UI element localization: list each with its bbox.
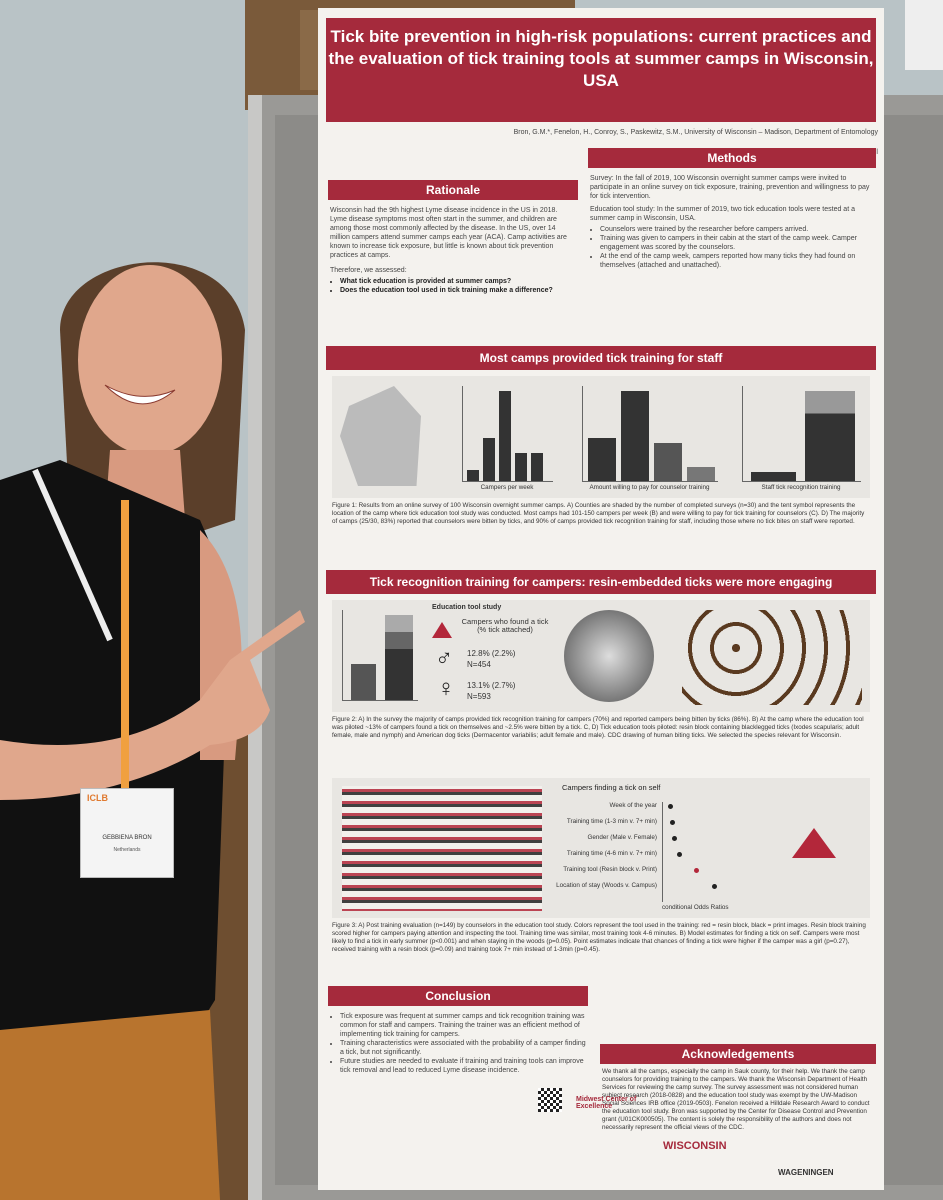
smile [104, 384, 176, 405]
factor: Location of stay (Woods v. Campus) [556, 882, 657, 889]
figure-3-caption: Figure 3: A) Post training evaluation (n… [332, 922, 866, 953]
conclusion-bullet: Future studies are needed to evaluate if… [340, 1057, 588, 1075]
chart-c [582, 386, 718, 482]
acknowledgements-heading: Acknowledgements [600, 1044, 876, 1064]
figure-1: Campers per week Amount willing to pay f… [332, 376, 870, 498]
bar [621, 390, 649, 481]
lanyard [32, 468, 113, 642]
study-subtitle: Campers who found a tick (% tick attache… [461, 617, 549, 634]
conclusion-bullet: Tick exposure was frequent at summer cam… [340, 1012, 588, 1039]
wisconsin-map [340, 386, 421, 486]
methods-bullet: At the end of the camp week, campers rep… [600, 252, 874, 270]
tick-drawings [682, 610, 862, 705]
poster: Tick bite prevention in high-risk popula… [318, 8, 884, 1190]
logo: WISCONSIN [663, 1140, 727, 1152]
methods-text: Survey: In the fall of 2019, 100 Wiscons… [590, 174, 874, 270]
panel-bars [342, 786, 542, 911]
estimate-point [672, 836, 677, 841]
bar [351, 664, 376, 700]
x-label: Amount willing to pay for counselor trai… [589, 484, 710, 491]
trousers [0, 1010, 220, 1200]
female-value: 13.1% (2.7%) [467, 681, 516, 690]
resin-block-photo [564, 610, 654, 702]
estimate-point [712, 884, 717, 889]
x-label: Campers per week [480, 484, 534, 491]
bar [515, 452, 527, 481]
bar [483, 438, 495, 481]
logo: WAGENINGEN [778, 1168, 834, 1177]
rationale-list: What tick education is provided at summe… [340, 277, 576, 295]
estimate-point [677, 852, 682, 857]
authors: Bron, G.M.*, Fenelon, H., Conroy, S., Pa… [513, 129, 878, 136]
x-label: Staff tick recognition training [761, 484, 841, 491]
badge-event: ICLB [87, 793, 108, 803]
factor: Week of the year [609, 802, 658, 809]
methods-survey: Survey: In the fall of 2019, 100 Wiscons… [590, 175, 870, 200]
figure-2-caption: Figure 2: A) In the survey the majority … [332, 716, 864, 739]
bar [499, 390, 511, 481]
badge-country: Netherlands [113, 847, 141, 853]
chart-a [342, 610, 418, 701]
bar [751, 471, 796, 481]
figure-2: Education tool study Campers who found a… [332, 600, 870, 712]
estimate-point [694, 868, 699, 873]
methods-heading: Methods [588, 148, 876, 168]
methods-bullet: Training was given to campers in their c… [600, 234, 874, 252]
badge-name: GEBBIENA BRON [102, 835, 152, 841]
male-n: N=454 [467, 660, 491, 669]
estimate-point [668, 804, 673, 809]
acknowledgements-text: We thank all the camps, especially the c… [602, 1068, 870, 1131]
methods-study: Education tool study: In the summer of 2… [590, 206, 855, 222]
rationale-text: Wisconsin had the 9th highest Lyme disea… [330, 206, 576, 295]
person [0, 262, 305, 1200]
rationale-bullet: What tick education is provided at summe… [340, 277, 576, 286]
male-value: 12.8% (2.2%) [467, 649, 516, 658]
rationale-bullet: Does the education tool used in tick tra… [340, 286, 576, 295]
methods-list: Counselors were trained by the researche… [600, 225, 874, 270]
figure-1-caption: Figure 1: Results from an online survey … [332, 502, 865, 525]
rationale-heading: Rationale [328, 180, 578, 200]
bar [588, 438, 616, 481]
rationale-lead: Therefore, we assessed: [330, 267, 407, 274]
factor: Gender (Male v. Female) [587, 834, 657, 841]
bar [385, 614, 413, 700]
tent-icon [432, 622, 452, 638]
tent-icon [792, 828, 836, 858]
pointing-arm [0, 610, 305, 800]
conclusion-heading: Conclusion [328, 986, 588, 1006]
forest-axis [662, 802, 663, 902]
estimate-point [670, 820, 675, 825]
bar [805, 390, 855, 481]
forest-x-label: conditional Odds Ratios [662, 904, 729, 911]
factor: Training time (4-6 min v. 7+ min) [566, 850, 657, 857]
factor: Training time (1-3 min v. 7+ min) [566, 818, 657, 825]
female-symbol: ♀ [437, 675, 455, 702]
rationale-body: Wisconsin had the 9th highest Lyme disea… [330, 207, 567, 259]
qr-code [538, 1088, 562, 1112]
title-bar: Tick bite prevention in high-risk popula… [326, 18, 876, 122]
study-title: Education tool study [432, 604, 502, 611]
band-2: Tick recognition training for campers: r… [326, 570, 876, 594]
bar [687, 466, 715, 481]
figure-3: Campers finding a tick on self Week of t… [332, 778, 870, 918]
conclusion-text: Tick exposure was frequent at summer cam… [330, 1010, 588, 1075]
paper-corner [905, 0, 943, 70]
name-badge: ICLB GEBBIENA BRON Netherlands [80, 788, 174, 878]
conclusion-list: Tick exposure was frequent at summer cam… [340, 1012, 588, 1075]
face [78, 265, 222, 455]
bar [654, 443, 682, 481]
chart-b [462, 386, 553, 482]
male-symbol: ♂ [435, 645, 453, 672]
female-n: N=593 [467, 692, 491, 701]
conclusion-bullet: Training characteristics were associated… [340, 1039, 588, 1057]
chart-d [742, 386, 861, 482]
bar [467, 469, 479, 481]
bar [531, 452, 543, 481]
factor: Training tool (Resin block v. Print) [563, 866, 657, 873]
forest-title: Campers finding a tick on self [562, 783, 661, 792]
methods-bullet: Counselors were trained by the researche… [600, 225, 874, 234]
band-1: Most camps provided tick training for st… [326, 346, 876, 370]
logo: Midwest Center of Excellence [576, 1096, 637, 1110]
